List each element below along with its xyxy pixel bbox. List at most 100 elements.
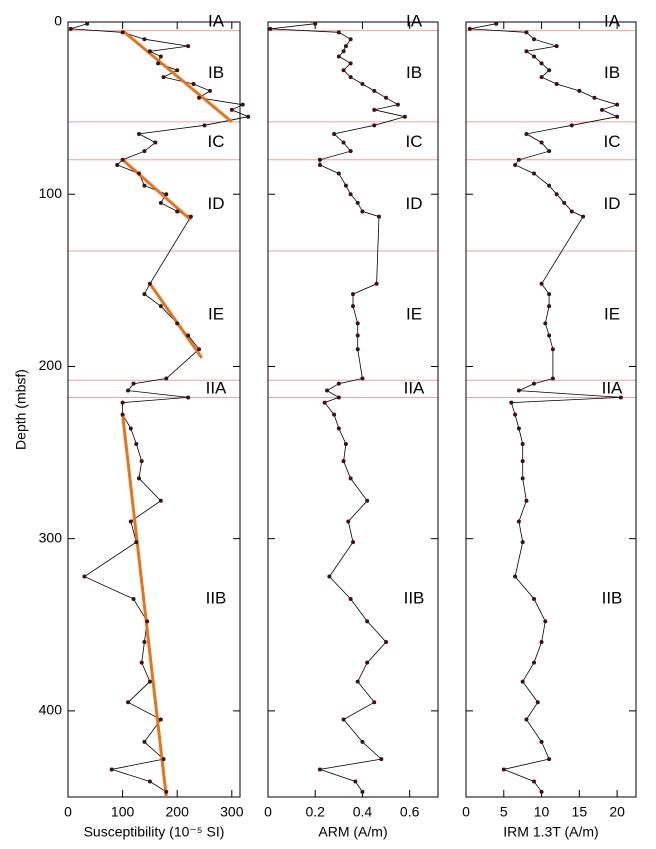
data-point	[85, 21, 90, 26]
data-point	[136, 171, 141, 176]
data-point	[365, 498, 370, 503]
data-point	[360, 739, 365, 744]
data-point	[374, 281, 379, 286]
unit-label: IC	[406, 132, 423, 151]
data-point	[351, 540, 355, 545]
data-point	[341, 49, 346, 54]
data-point	[539, 140, 544, 145]
data-point	[539, 640, 544, 644]
data-point	[317, 767, 322, 772]
x-tick-label: 0	[462, 804, 470, 820]
data-point	[539, 61, 544, 66]
x-tick-label: 20	[609, 804, 625, 820]
data-point	[164, 192, 169, 197]
data-point	[202, 123, 207, 128]
y-tick-label: 300	[39, 529, 63, 545]
data-point	[547, 757, 552, 762]
unit-label: IC	[208, 132, 225, 151]
data-point	[539, 789, 544, 794]
data-point	[336, 171, 341, 176]
unit-label: IIB	[206, 588, 227, 607]
data-point	[376, 214, 381, 219]
unit-label: IA	[406, 11, 423, 30]
data-point	[158, 54, 163, 59]
data-point	[524, 30, 529, 35]
data-point	[402, 114, 407, 119]
data-point	[161, 75, 166, 80]
y-tick-label: 0	[54, 13, 62, 29]
data-point	[229, 107, 234, 112]
data-point	[524, 717, 529, 722]
data-point	[147, 779, 152, 784]
data-point	[158, 498, 163, 503]
plot-frame	[67, 21, 241, 798]
data-point	[539, 281, 544, 286]
data-point	[246, 114, 251, 119]
data-point	[313, 21, 318, 26]
data-point	[532, 171, 536, 176]
data-point	[142, 640, 147, 644]
data-point	[186, 333, 191, 338]
data-point	[532, 660, 536, 665]
data-point	[142, 149, 147, 154]
data-point	[188, 214, 193, 219]
unit-label: IIB	[404, 588, 425, 607]
data-point	[513, 412, 518, 417]
trend-line	[121, 158, 192, 222]
data-point	[120, 400, 125, 405]
data-point	[142, 183, 147, 188]
data-point	[513, 162, 518, 167]
unit-label: IE	[406, 304, 422, 323]
unit-label: IA	[208, 11, 225, 30]
data-point	[317, 162, 322, 167]
data-point	[532, 54, 536, 59]
data-point	[322, 400, 327, 405]
data-point	[161, 757, 166, 762]
data-point	[158, 200, 163, 205]
data-point	[543, 321, 548, 326]
unit-label: IE	[604, 304, 620, 323]
unit-label: IB	[604, 63, 620, 82]
data-point	[384, 95, 389, 100]
data-point	[535, 700, 540, 705]
data-point	[336, 54, 341, 59]
data-point	[186, 395, 191, 400]
data-point	[365, 619, 370, 624]
data-point	[360, 376, 365, 381]
data-point	[139, 459, 144, 464]
unit-label: IIB	[602, 588, 623, 607]
data-point	[524, 49, 529, 54]
x-tick-label: 0.2	[305, 804, 325, 820]
data-point	[145, 619, 150, 624]
unit-label: ID	[406, 194, 423, 213]
trend-line	[148, 282, 204, 359]
data-point	[131, 381, 136, 386]
data-point	[351, 292, 355, 297]
data-point	[336, 30, 341, 35]
data-point	[547, 183, 552, 188]
data-point	[569, 123, 574, 128]
data-point	[353, 779, 358, 784]
data-point	[467, 26, 472, 31]
data-point	[156, 61, 161, 66]
data-point	[268, 26, 273, 31]
data-point	[577, 88, 582, 93]
trend-line	[121, 414, 168, 798]
data-point	[348, 75, 353, 80]
trend-line	[121, 29, 233, 124]
data-point	[372, 88, 377, 93]
data-point	[120, 157, 125, 162]
data-point	[592, 95, 597, 100]
data-point	[164, 789, 169, 794]
data-point	[186, 44, 191, 49]
data-point	[615, 114, 620, 119]
data-point	[126, 388, 131, 393]
data-point	[618, 395, 623, 400]
unit-label: IC	[604, 132, 621, 151]
data-point	[365, 660, 370, 665]
data-point	[348, 192, 353, 197]
data-point	[341, 717, 346, 722]
unit-label: IIA	[206, 378, 227, 397]
data-point	[142, 37, 147, 42]
